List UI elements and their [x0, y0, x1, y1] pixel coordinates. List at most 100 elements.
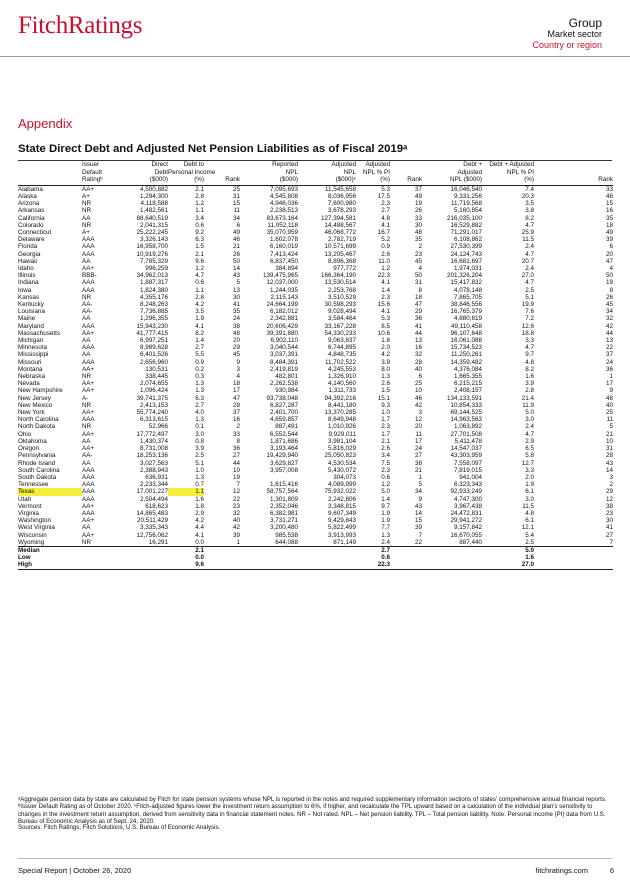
fitch-ratings-logo[interactable]: FitchRatings — [18, 12, 143, 39]
summary-empty-cell — [422, 554, 482, 561]
row-cell: 17,772,497 — [136, 430, 168, 438]
row-cell: 71,291,017 — [450, 229, 482, 236]
row-cell: 9 — [609, 387, 613, 395]
row-cell: 2.6 — [381, 250, 390, 258]
row-cell: 2.8 — [195, 192, 204, 200]
row-state-name: West Virginia — [18, 524, 55, 532]
row-cell: 1,301,809 — [269, 495, 298, 503]
row-state-name: New York — [18, 409, 45, 417]
row-cell: 19 — [414, 200, 422, 208]
row-cell: 7,413,424 — [269, 250, 298, 258]
row-cell: 1.3 — [381, 531, 390, 539]
row-cell: 338,445 — [145, 373, 168, 381]
row-cell: 17 — [232, 387, 240, 395]
row-state-name: Tennessee — [18, 481, 49, 489]
row-cell: 1.2 — [381, 265, 390, 273]
row-cell: 6 — [609, 243, 613, 251]
row-cell: 3.9 — [195, 445, 204, 453]
row-cell: 6,744,895 — [327, 344, 356, 352]
row-cell: 26 — [232, 250, 240, 258]
row-cell: 42 — [414, 401, 422, 409]
row-cell: AAA — [82, 481, 95, 489]
row-cell: 11,250,261 — [450, 351, 482, 359]
row-cell: 482,801 — [275, 373, 298, 381]
row-cell: 6.3 — [195, 394, 204, 402]
row-cell: 26 — [605, 293, 613, 301]
row-cell: 2,041,315 — [139, 221, 168, 229]
row-cell: 2.0 — [381, 344, 390, 352]
row-cell: 30,598,293 — [324, 301, 356, 309]
summary-adjusted-npl-pi: 2.7 — [356, 545, 390, 555]
row-cell: 45 — [232, 351, 240, 359]
row-cell: 3.8 — [525, 207, 534, 215]
row-cell: 4,089,999 — [327, 481, 356, 489]
row-cell: 4.7 — [525, 430, 534, 438]
summary-debt-adjusted-npl-pi: 5.0 — [482, 545, 534, 555]
row-cell: 26 — [414, 207, 422, 215]
row-cell: NR — [82, 200, 92, 208]
row-cell: 14 — [232, 265, 240, 273]
table-row: Tennessee AAA 2,233,344 0.7 7 1,615,416 4,089,… — [18, 481, 613, 488]
row-cell: 19 — [232, 473, 240, 481]
row-cell: AAA — [82, 466, 95, 474]
summary-empty-cell — [240, 545, 298, 555]
row-cell: 4.1 — [381, 221, 390, 229]
row-cell: NR — [82, 373, 92, 381]
row-cell: AA+ — [82, 380, 95, 388]
row-cell: 4.1 — [195, 322, 204, 330]
header-country: Country or region — [532, 40, 602, 50]
row-cell: 3,629,827 — [269, 459, 298, 467]
row-cell: AA — [82, 257, 91, 265]
row-cell: 3.5 — [525, 200, 534, 208]
row-cell: 1,665,355 — [453, 373, 482, 381]
row-cell: 48 — [232, 329, 240, 337]
row-cell: AA- — [82, 308, 93, 316]
row-cell: 4,659,857 — [269, 416, 298, 424]
row-cell: AA — [82, 337, 91, 345]
row-cell: 2,419,819 — [269, 365, 298, 373]
report-header: FitchRatings Group Market sector Country… — [0, 0, 630, 60]
summary-empty-cell — [204, 561, 240, 570]
row-cell: NR — [82, 423, 92, 431]
row-cell: 3.4 — [195, 214, 204, 222]
row-cell: 7,819,015 — [453, 466, 482, 474]
row-cell: 27,530,399 — [450, 243, 482, 251]
row-state-name: Montana — [18, 365, 43, 373]
row-cell: 5,822,499 — [327, 524, 356, 532]
row-cell: AA+ — [82, 329, 95, 337]
footer-website-link[interactable]: fitchratings.com — [535, 866, 588, 875]
summary-adjusted-npl-pi: 22.3 — [356, 561, 390, 570]
row-cell: 9.7 — [381, 502, 390, 510]
row-cell: 1.9 — [381, 517, 390, 525]
row-cell: 2.6 — [381, 380, 390, 388]
row-cell: 2,262,538 — [269, 380, 298, 388]
row-cell: 2,782,719 — [327, 236, 356, 244]
row-cell: 14 — [605, 466, 613, 474]
row-state-name: Wyoming — [18, 538, 45, 546]
row-cell: 5.4 — [525, 531, 534, 539]
row-cell: 44 — [414, 329, 422, 337]
row-cell: 48 — [605, 394, 613, 402]
row-cell: 9.6 — [195, 257, 204, 265]
header-debt-adjusted-npl: Debt + Adjusted NPL ($000) — [422, 161, 482, 186]
row-cell: AA+ — [82, 409, 95, 417]
page-number: 6 — [609, 866, 614, 875]
row-cell: 1.0 — [195, 466, 204, 474]
row-cell: 384,894 — [275, 265, 298, 273]
row-cell: 2.5 — [525, 538, 534, 546]
row-cell: 39 — [605, 236, 613, 244]
row-cell: 6,382,981 — [269, 509, 298, 517]
row-cell: 13,530,514 — [324, 279, 356, 287]
row-cell: AA+ — [82, 531, 95, 539]
row-cell: 3,913,993 — [327, 531, 356, 539]
row-cell: 8,989,628 — [139, 344, 168, 352]
row-cell: 25 — [605, 409, 613, 417]
row-cell: 75,932,022 — [324, 488, 356, 496]
row-cell: 28 — [232, 401, 240, 409]
row-cell: 2.9 — [195, 509, 204, 517]
header-market-sector: Market sector — [547, 29, 602, 39]
row-cell: 22 — [232, 495, 240, 503]
row-cell: A+ — [82, 192, 90, 200]
row-cell: 4.8 — [525, 509, 534, 517]
table-row: Hawaii AA 7,785,329 9.6 50 6,837,450 8,896,368… — [18, 258, 613, 265]
